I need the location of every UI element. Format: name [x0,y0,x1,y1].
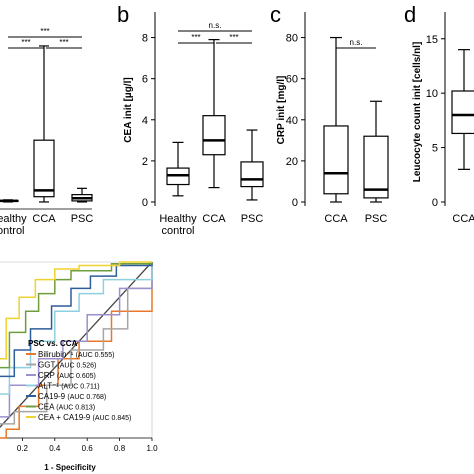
y-axis-label: CEA init [µg/l] [123,77,134,142]
legend-label: ALT⁻¹ (AUC 0.711) [38,382,100,391]
y-tick-label: 0 [432,197,438,209]
legend-series-name: GGT [38,361,57,370]
box-iqr [323,125,349,195]
box-0 [0,199,19,203]
legend-auc: (AUC 0.605) [57,373,96,380]
roc-curve-ca199 [0,262,153,378]
panel-b: b 0 2 4 6 8 CEA init [µg/l] n.s. *** *** Healthy co… [117,2,264,237]
roc-curve-alt [0,262,153,395]
box-0 [451,49,474,170]
legend-label: CEA + CA19-9 (AUC 0.845) [38,413,131,422]
y-axis-label: CRP init [mg/l] [276,76,287,145]
legend-item-bilirubin: Bilirubin⁻¹ (AUC 0.555) [26,350,114,359]
x-tick-label: 0.2 [17,444,29,453]
y-tick-label: 15 [426,34,438,46]
roc-curve-cea_ca199 [0,261,152,360]
legend-auc: (AUC 0.711) [61,384,99,391]
x-tick-label: 1.0 [146,444,158,453]
legend-item-cea: CEA (AUC 0.813) [26,403,95,412]
y-tick-label: 8 [142,33,148,45]
legend-item-ggt: GGT (AUC 0.526) [26,361,96,370]
panel-c: c 0 20 40 60 80 CRP init [mg/l] n.s. CCA PSC [270,2,389,225]
legend-auc: (AUC 0.555) [76,352,115,359]
box-0 [323,36,349,203]
legend-label: CEA (AUC 0.813) [38,403,95,412]
legend-auc: (AUC 0.768) [67,394,106,401]
sig-label-right: *** [229,33,238,42]
legend-series-name: CEA [38,403,56,412]
legend-series-name: CA19-9 [38,392,67,401]
sig-label-outer: n.s. [209,21,222,30]
panel-letter-b: b [117,2,129,27]
box-2 [240,129,264,201]
legend-item-ca199: CA19-9 (AUC 0.768) [26,392,106,401]
box-iqr [240,161,264,188]
x-tick-label-1: CCA [32,213,56,225]
roc-curve-ggt [0,262,153,425]
x-tick-label: 0.4 [49,444,61,453]
box-iqr [202,115,226,156]
sig-label-left: *** [21,38,30,47]
y-tick-label: 10 [426,88,438,100]
x-tick-label: 0.6 [82,444,94,453]
y-tick-label: 5 [432,143,438,155]
x-tick-label-0: CCA [452,213,474,225]
y-tick-label: 0 [142,197,148,209]
legend-series-name: ALT⁻¹ [38,382,61,391]
legend-label: CA19-9 (AUC 0.768) [38,392,106,401]
x-tick-label-2: PSC [71,213,94,225]
legend-auc: (AUC 0.526) [57,363,96,370]
y-tick-label: 20 [286,156,298,168]
x-tick-label-1: CCA [202,213,226,225]
x-tick-label-2: PSC [241,213,264,225]
legend-auc: (AUC 0.845) [92,415,131,422]
legend-series-name: CEA + CA19-9 [38,413,92,422]
legend: PSC vs. CCA Bilirubin⁻¹ (AUC 0.555) GGT (A… [26,339,131,422]
y-tick-label: 2 [142,156,148,168]
box-1 [202,39,226,189]
legend-item-alt: ALT⁻¹ (AUC 0.711) [26,382,100,391]
x-tick-label: 0.8 [114,444,126,453]
roc-curve-crp [0,262,153,418]
y-tick-label: 80 [286,33,298,45]
legend-series-name: CRP [38,371,57,380]
y-tick-label: 4 [142,115,148,127]
box-1 [363,100,389,203]
panel-roc: 0.2 0.4 0.6 0.8 1.0 1 - Specificity PSC vs. CC… [0,261,158,472]
legend-series-name: Bilirubin⁻¹ [38,350,76,359]
legend-item-cea_ca199: CEA + CA19-9 (AUC 0.845) [26,413,131,422]
box-iqr [363,135,389,199]
y-axis-label: Leucocyte count init [cells/nl] [412,42,423,183]
panel-letter-c: c [270,2,281,27]
box-0 [166,141,190,197]
legend-label: CRP (AUC 0.605) [38,371,96,380]
y-tick-label: 0 [292,197,298,209]
x-tick-label-0: CCA [324,213,348,225]
legend-title: PSC vs. CCA [28,339,78,348]
y-tick-label: 40 [286,115,298,127]
box-2 [71,187,93,203]
y-tick-label: 6 [142,74,148,86]
sig-label-right: *** [59,38,68,47]
sig-label: n.s. [350,38,363,47]
y-tick-label: 60 [286,74,298,86]
legend-auc: (AUC 0.813) [56,405,95,412]
legend-label: Bilirubin⁻¹ (AUC 0.555) [38,350,114,359]
legend-item-crp: CRP (AUC 0.605) [26,371,96,380]
sig-label-outer: *** [40,27,49,36]
roc-curve-cea [0,262,153,369]
x-tick-label-1: PSC [365,213,388,225]
box-1 [33,45,55,203]
sig-label-left: *** [191,33,200,42]
x-axis-label: 1 - Specificity [44,463,96,472]
box-iqr [33,139,55,198]
panel-letter-d: d [404,2,416,27]
legend-label: GGT (AUC 0.526) [38,361,96,370]
box-iqr [451,90,474,135]
